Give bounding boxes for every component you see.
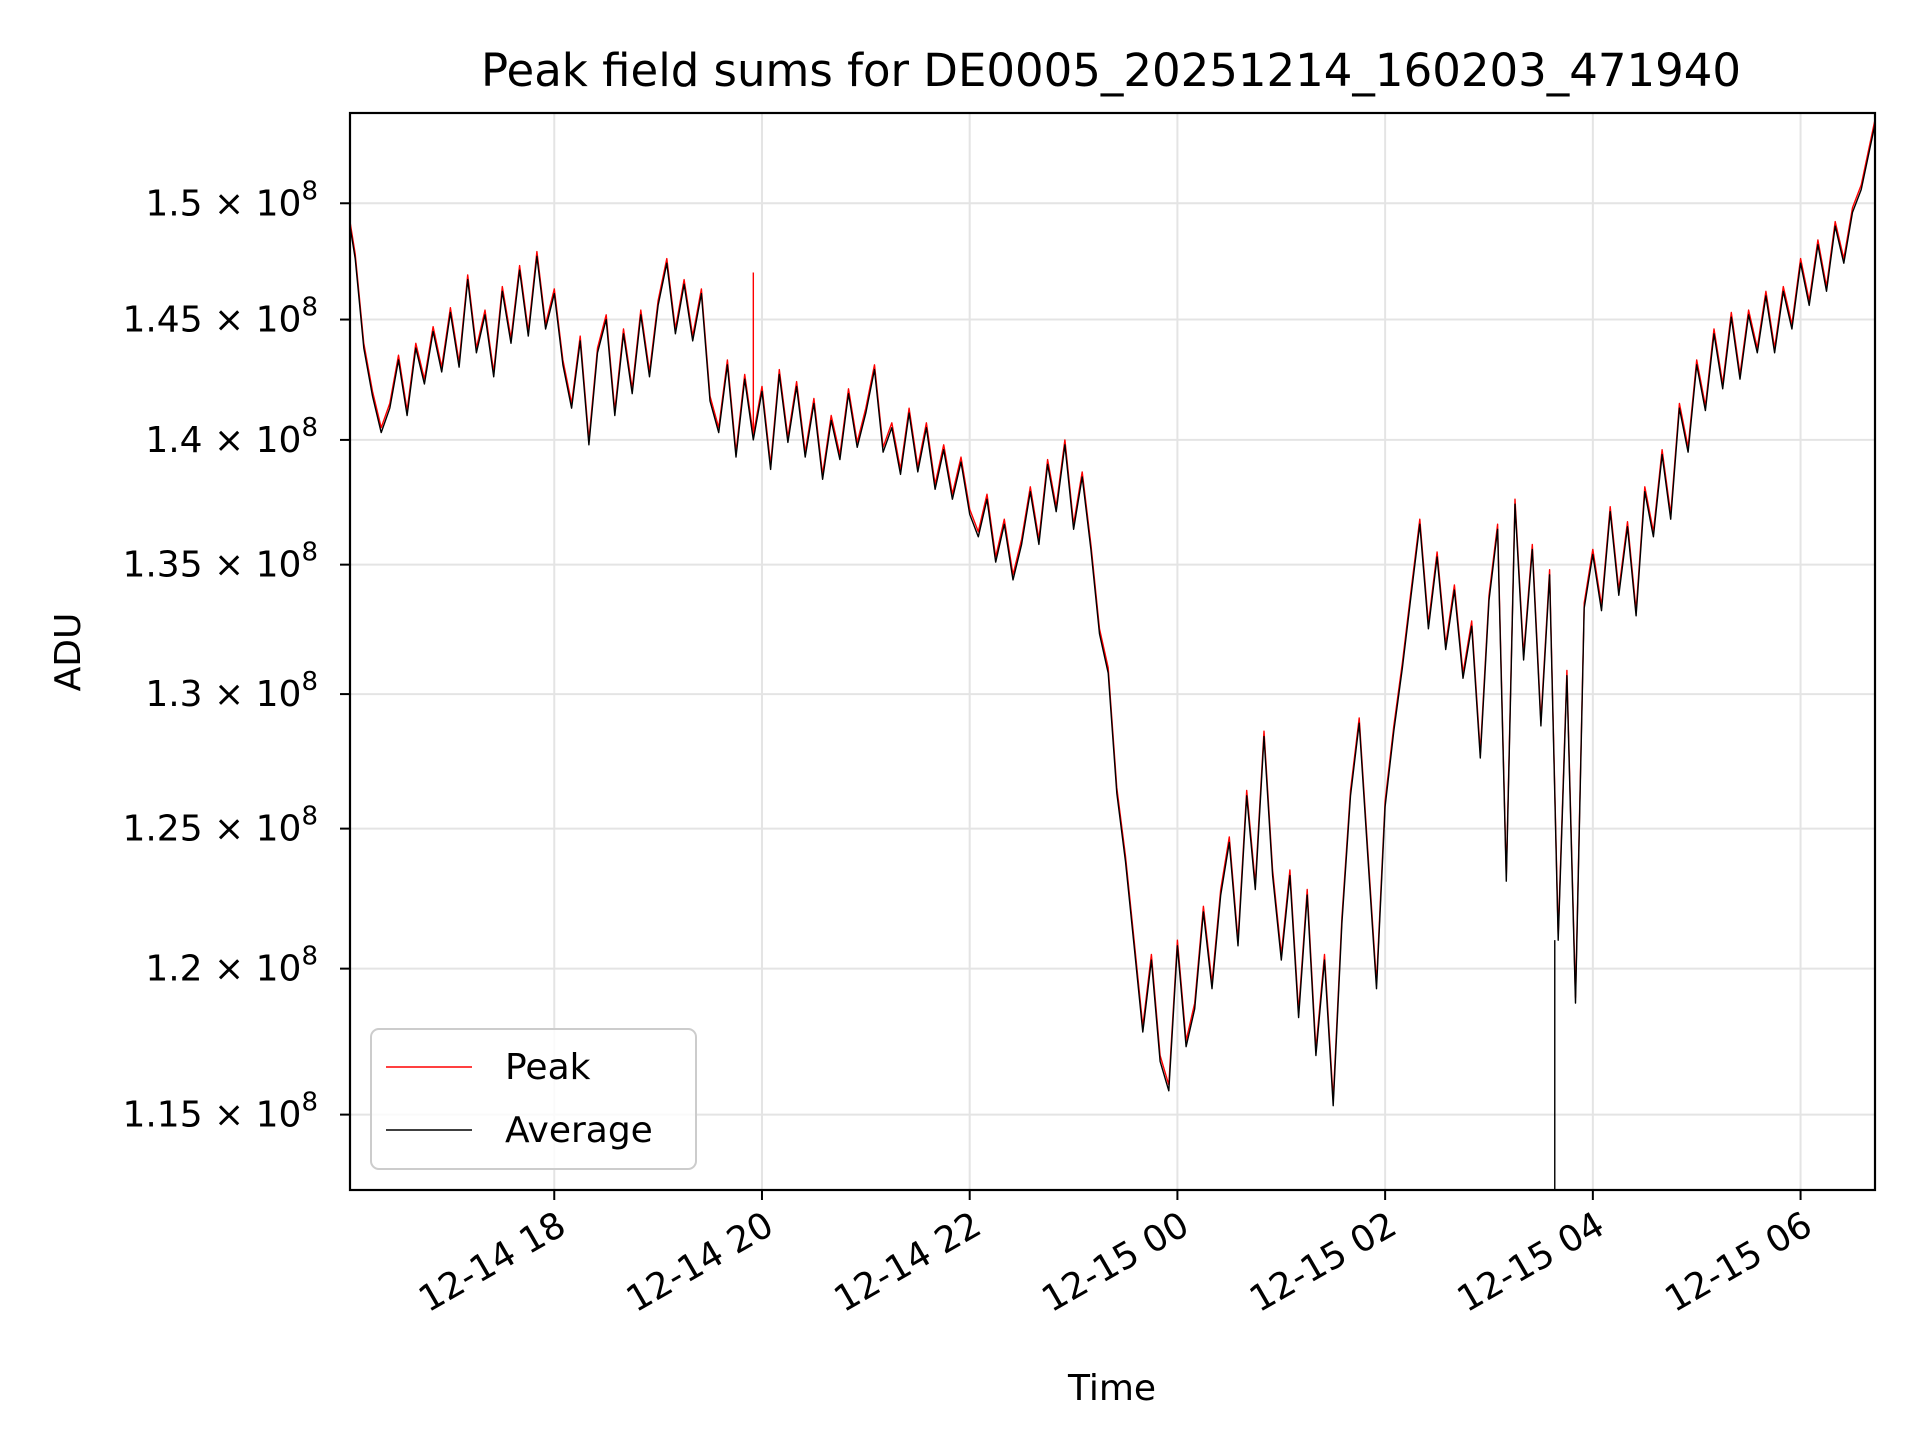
y-tick-exponent: 8 (301, 802, 318, 832)
legend-box (370, 1028, 697, 1170)
y-tick-label: 1.35 × 108 (122, 538, 318, 586)
legend-label-peak: Peak (505, 1047, 591, 1088)
y-tick-mantissa: 1.25 × 10 (122, 809, 301, 850)
y-tick-label: 1.3 × 108 (145, 667, 318, 715)
y-tick-mantissa: 1.45 × 10 (122, 300, 301, 341)
legend-label-average: Average (505, 1110, 653, 1151)
chart-title: Peak field sums for DE0005_20251214_1602… (481, 44, 1741, 97)
y-tick-mantissa: 1.15 × 10 (122, 1095, 301, 1136)
y-tick-exponent: 8 (301, 1088, 318, 1118)
y-tick-mantissa: 1.2 × 10 (145, 949, 301, 990)
y-tick-label: 1.25 × 108 (122, 802, 318, 850)
y-tick-mantissa: 1.5 × 10 (145, 183, 301, 224)
y-tick-label: 1.15 × 108 (122, 1088, 318, 1136)
y-tick-label: 1.5 × 108 (145, 176, 318, 224)
legend: Peak Average (370, 1028, 697, 1170)
y-tick-mantissa: 1.35 × 10 (122, 545, 301, 586)
x-axis-label: Time (1067, 1368, 1156, 1409)
y-tick-exponent: 8 (301, 538, 318, 568)
y-tick-label: 1.4 × 108 (145, 413, 318, 461)
plot-series (350, 119, 1875, 1190)
y-tick-exponent: 8 (301, 293, 318, 323)
y-tick-exponent: 8 (301, 176, 318, 206)
y-tick-label: 1.2 × 108 (145, 942, 318, 990)
series-line-average (350, 124, 1875, 1107)
y-tick-exponent: 8 (301, 667, 318, 697)
y-tick-mantissa: 1.3 × 10 (145, 674, 301, 715)
y-tick-mantissa: 1.4 × 10 (145, 420, 301, 461)
y-axis-label: ADU (48, 613, 89, 692)
y-tick-label: 1.45 × 108 (122, 293, 318, 341)
y-tick-exponent: 8 (301, 413, 318, 443)
y-tick-exponent: 8 (301, 942, 318, 972)
plot-frame (348, 111, 1877, 1192)
